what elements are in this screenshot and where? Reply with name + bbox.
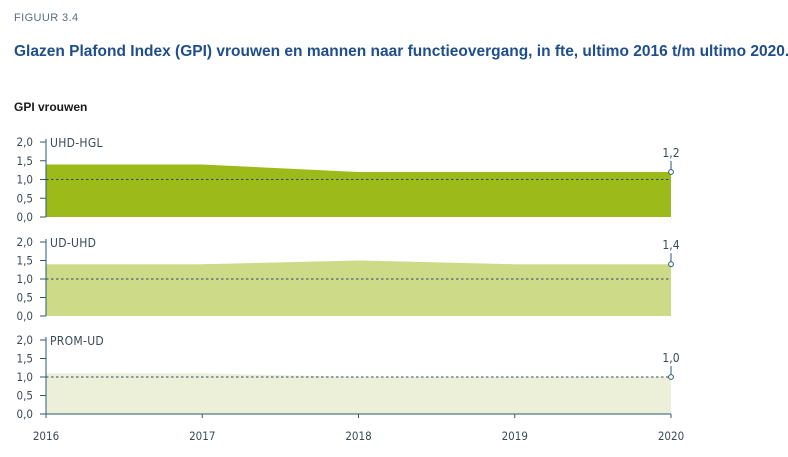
x-tick-label: 2020 bbox=[658, 429, 684, 443]
x-tick-label: 2019 bbox=[502, 429, 528, 443]
end-marker bbox=[668, 261, 674, 268]
y-tick-label: 1,5 bbox=[17, 154, 33, 168]
y-tick-label: 2,0 bbox=[17, 135, 33, 149]
y-tick-label: 1,0 bbox=[17, 272, 33, 286]
y-tick-label: 2,0 bbox=[17, 333, 33, 347]
area-uhd-hgl bbox=[46, 164, 671, 217]
end-value-label: 1,0 bbox=[662, 351, 679, 365]
y-tick-label: 1,0 bbox=[17, 370, 33, 384]
area-ud-uhd bbox=[46, 260, 671, 316]
y-tick-label: 0,5 bbox=[17, 191, 33, 205]
area-prom-ud bbox=[46, 373, 671, 414]
chart-subtitle: GPI vrouwen bbox=[14, 100, 88, 114]
series-label: PROM-UD bbox=[50, 334, 104, 348]
y-tick-label: 0,0 bbox=[17, 309, 33, 323]
x-tick-label: 2017 bbox=[189, 429, 215, 443]
series-label: UD-UHD bbox=[50, 236, 96, 250]
series-label: UHD-HGL bbox=[50, 136, 103, 150]
y-tick-label: 2,0 bbox=[17, 235, 33, 249]
end-marker bbox=[668, 374, 674, 380]
y-tick-label: 0,0 bbox=[17, 210, 33, 224]
end-value-label: 1,2 bbox=[662, 146, 679, 160]
y-tick-label: 1,5 bbox=[17, 254, 33, 268]
y-tick-label: 0,5 bbox=[17, 291, 33, 305]
panel-ud-uhd: 0,0 0,5 1,0 1,5 2,0 UD-UHD 1,4 bbox=[17, 235, 680, 323]
panel-uhd-hgl: 0,0 0,5 1,0 1,5 2,0 UHD-HGL 1,2 bbox=[17, 135, 680, 224]
figure-label: FIGUUR 3.4 bbox=[14, 12, 79, 24]
end-marker bbox=[668, 169, 674, 175]
x-tick-label: 2016 bbox=[33, 429, 59, 443]
y-tick-label: 1,0 bbox=[17, 173, 33, 187]
y-tick-label: 0,5 bbox=[17, 389, 33, 403]
end-value-label: 1,4 bbox=[662, 238, 679, 252]
chart-title: Glazen Plafond Index (GPI) vrouwen en ma… bbox=[14, 43, 788, 60]
y-tick-label: 1,5 bbox=[17, 352, 33, 366]
x-tick-label: 2018 bbox=[345, 429, 371, 443]
panel-prom-ud: 0,0 0,5 1,0 1,5 2,0 PROM-UD 1,0 bbox=[17, 333, 680, 421]
y-tick-label: 0,0 bbox=[17, 407, 33, 421]
